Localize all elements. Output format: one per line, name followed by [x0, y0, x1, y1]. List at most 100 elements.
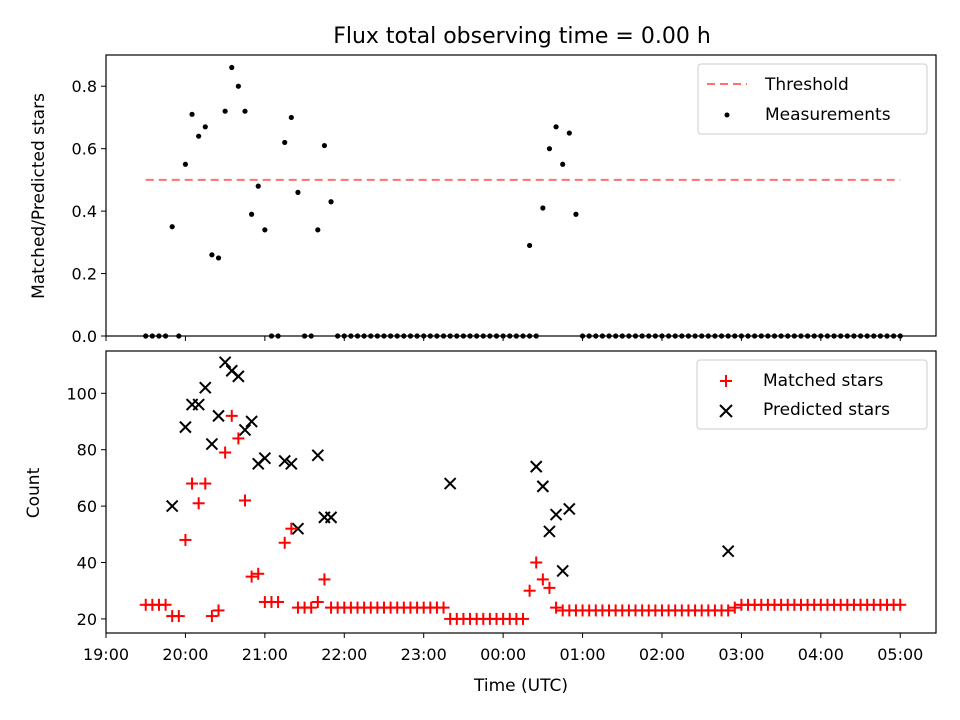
measurement-point: [527, 242, 533, 249]
measurement-point: [579, 333, 586, 339]
top-legend: Threshold Measurements: [697, 63, 928, 135]
measurement-point: [368, 333, 374, 339]
matched-star-point: [238, 494, 251, 507]
top-axes: Matched/Predicted stars 0.00.20.40.60.8 …: [29, 54, 937, 346]
bottom-legend: Matched stars Predicted stars: [696, 359, 928, 430]
predicted-star-point: [218, 356, 232, 369]
predicted-star-point: [311, 449, 325, 462]
bottom-x-tick-label: 21:00: [242, 645, 288, 664]
measurement-point: [507, 333, 513, 339]
matched-star-point: [199, 477, 212, 490]
matched-star-point: [536, 573, 549, 586]
measurement-point: [427, 333, 433, 339]
measurement-point: [388, 333, 394, 339]
measurement-point: [765, 333, 771, 339]
legend-measurements-swatch: [724, 112, 730, 118]
predicted-star-point: [245, 415, 258, 428]
measurement-point: [613, 333, 619, 339]
measurement-point: [718, 333, 725, 339]
legend-matched-swatch: [720, 375, 732, 387]
matched-star-point: [232, 432, 245, 445]
measurement-point: [871, 333, 877, 339]
matched-star-point: [516, 612, 529, 625]
bottom-legend-box: [696, 359, 928, 430]
measurement-point: [222, 108, 228, 114]
top-y-tick-label: 0.6: [72, 140, 97, 159]
measurement-point: [824, 333, 831, 339]
measurement-point: [215, 255, 222, 261]
matched-star-point: [205, 610, 218, 623]
matched-star-point: [523, 584, 536, 597]
bottom-y-tick-label: 40: [77, 554, 97, 573]
measurement-point: [301, 333, 308, 339]
measurement-point: [785, 333, 791, 339]
measurement-point: [143, 333, 149, 339]
predicted-stars-points: [165, 356, 735, 578]
measurement-point: [440, 333, 447, 339]
measurement-point: [738, 333, 745, 339]
predicted-star-point: [278, 454, 291, 468]
top-y-ticks: 0.0 0.2 0.4 0.6 0.8: [72, 77, 106, 346]
measurement-points: [143, 64, 903, 339]
matched-star-point: [278, 536, 291, 549]
bottom-ylabel: Count: [24, 467, 44, 518]
legend-matched-label: Matched stars: [763, 371, 883, 391]
bottom-x-tick-label: 20:00: [162, 645, 208, 664]
measurement-point: [619, 333, 625, 339]
measurement-point: [752, 333, 758, 339]
measurement-point: [460, 333, 467, 339]
predicted-star-point: [199, 381, 212, 394]
measurement-point: [679, 333, 685, 339]
top-ylabel: Matched/Predicted stars: [29, 93, 49, 299]
predicted-star-point: [291, 522, 305, 535]
measurement-point: [321, 142, 328, 149]
bottom-axes: Count Time (UTC) 20 40 60 80 100 19:00 20:00 2…: [24, 350, 937, 696]
measurement-point: [381, 333, 387, 339]
measurement-point: [804, 333, 811, 339]
measurement-point: [665, 333, 672, 339]
measurement-point: [467, 333, 473, 339]
measurement-point: [626, 333, 632, 339]
measurement-point: [282, 139, 288, 146]
matched-star-point: [272, 595, 285, 608]
measurement-point: [646, 333, 652, 339]
measurement-point: [791, 333, 797, 339]
measurement-point: [295, 189, 301, 195]
measurement-point: [335, 333, 341, 339]
measurement-point: [891, 333, 897, 339]
predicted-star-point: [179, 420, 192, 434]
measurement-point: [732, 333, 738, 339]
measurement-point: [685, 333, 692, 339]
predicted-star-point: [258, 451, 272, 465]
measurement-point: [758, 333, 764, 339]
measurement-point: [573, 211, 579, 217]
matched-star-point: [722, 604, 735, 617]
measurement-point: [487, 333, 493, 339]
measurement-point: [414, 333, 420, 339]
predicted-star-point: [285, 457, 298, 471]
top-y-tick-label: 0.8: [72, 77, 97, 96]
measurement-point: [401, 333, 407, 339]
predicted-star-point: [443, 477, 457, 490]
measurement-point: [474, 333, 480, 339]
matched-star-point: [318, 573, 331, 586]
measurement-point: [189, 111, 195, 117]
measurement-point: [454, 333, 460, 339]
legend-predicted-label: Predicted stars: [763, 400, 890, 420]
matched-star-point: [285, 522, 298, 535]
matched-star-point: [252, 567, 265, 580]
bottom-x-tick-label: 03:00: [718, 645, 764, 664]
measurement-point: [209, 252, 215, 258]
legend-predicted-swatch: [719, 404, 733, 418]
measurement-point: [659, 333, 665, 339]
matched-star-point: [192, 497, 205, 510]
top-legend-box: [697, 63, 928, 135]
measurement-point: [447, 333, 453, 339]
measurement-point: [533, 333, 539, 339]
matched-star-point: [728, 601, 741, 614]
measurement-point: [169, 224, 175, 230]
measurement-point: [606, 333, 612, 339]
bottom-x-tick-label: 19:00: [83, 645, 129, 664]
measurement-point: [268, 333, 275, 339]
bottom-x-tick-label: 04:00: [798, 645, 844, 664]
